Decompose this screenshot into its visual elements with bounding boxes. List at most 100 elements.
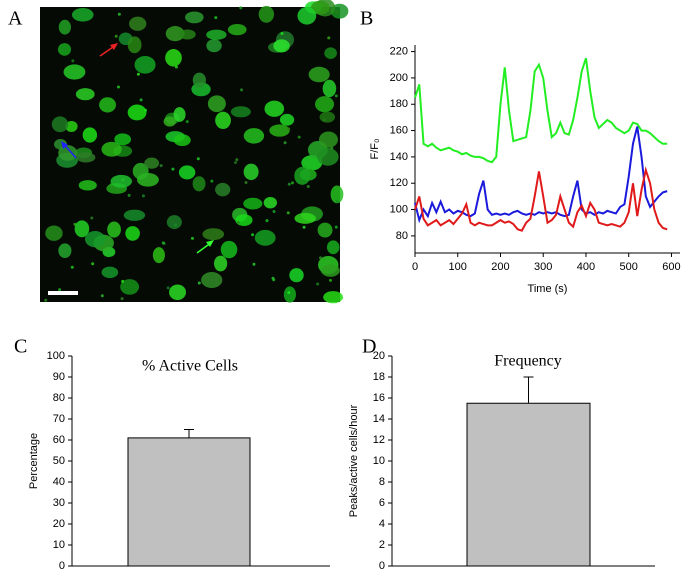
y-tick-label: 4 [379,518,385,530]
cell [173,134,191,147]
cell [290,181,294,185]
cell [120,279,140,295]
blue-arrow-head [61,141,68,149]
cell [117,12,121,16]
cell [44,298,48,302]
y-tick-label: 220 [390,45,408,57]
cell [45,225,63,241]
cell [127,193,131,197]
y-tick-label: 8 [379,476,385,488]
cell [287,182,291,186]
cell [210,179,214,183]
cell [301,155,323,171]
cell [323,291,344,304]
cell [319,256,323,260]
arrows [61,43,214,254]
red-arrow-head [110,43,118,50]
cell [178,165,196,180]
cell [197,281,201,285]
cell [171,167,175,171]
cell [57,43,72,56]
cell [283,141,287,145]
y-tick-label: 80 [396,230,408,242]
cell [74,220,90,238]
cell [252,262,256,266]
cell [243,128,265,144]
cell [84,231,106,248]
cell [196,157,200,161]
x-axis-label: Time (s) [528,283,568,295]
cell [330,146,334,150]
y-tick-label: 6 [379,497,385,509]
cell [134,55,156,74]
cell [235,214,253,226]
y-tick-label: 90 [53,371,65,383]
cell [136,72,140,76]
cell [206,39,222,53]
cell [101,266,119,279]
x-tick-label: 300 [534,261,552,273]
y-tick-label: 70 [53,413,65,425]
cell [99,97,116,113]
cell [65,120,78,132]
cell [327,36,331,40]
cell [169,284,187,301]
cell [263,196,278,209]
cell [230,106,251,118]
y-tick-label: 80 [53,392,65,404]
cell [294,166,311,185]
y-tick-label: 200 [390,72,408,84]
cell [141,194,145,198]
cell [78,180,97,191]
cell [76,152,96,163]
chart-title: Frequency [494,353,562,370]
x-tick-label: 400 [577,261,595,273]
cell [287,127,291,131]
cell [286,211,290,215]
cell [71,59,75,63]
x-tick-label: 0 [412,261,418,273]
cell [271,276,275,280]
cell [322,79,337,98]
cell [330,185,344,204]
x-tick-label: 200 [491,261,509,273]
y-axis-label: Percentage [28,433,40,489]
y-tick-label: 2 [379,539,385,551]
cell [297,135,301,139]
cell [58,288,62,292]
cell [144,157,160,169]
cell [121,279,125,283]
cell [84,92,88,96]
cell [315,96,335,113]
cell [70,265,74,269]
cell [120,297,124,301]
y-tick-label: 0 [379,560,385,572]
x-tick-label: 600 [662,261,680,273]
cell [132,162,149,180]
cell [214,255,228,272]
cell [190,236,194,240]
series-line [414,126,668,224]
cell [321,264,340,277]
cell [90,216,94,220]
cell [310,0,330,15]
cell [273,39,290,53]
cell [220,240,238,259]
cell [165,49,182,67]
cell [317,222,333,238]
cell [289,268,304,283]
cell [166,286,170,290]
cell [163,116,176,127]
cell [123,209,146,221]
cell [236,221,240,225]
y-tick-label: 0 [59,560,65,572]
cell [127,104,147,121]
y-tick-label: 50 [53,455,65,467]
cell [243,163,259,181]
cell [159,164,163,168]
cell [63,64,86,80]
y-tick-label: 18 [373,371,385,383]
x-tick-label: 500 [620,261,638,273]
cell [324,47,337,59]
